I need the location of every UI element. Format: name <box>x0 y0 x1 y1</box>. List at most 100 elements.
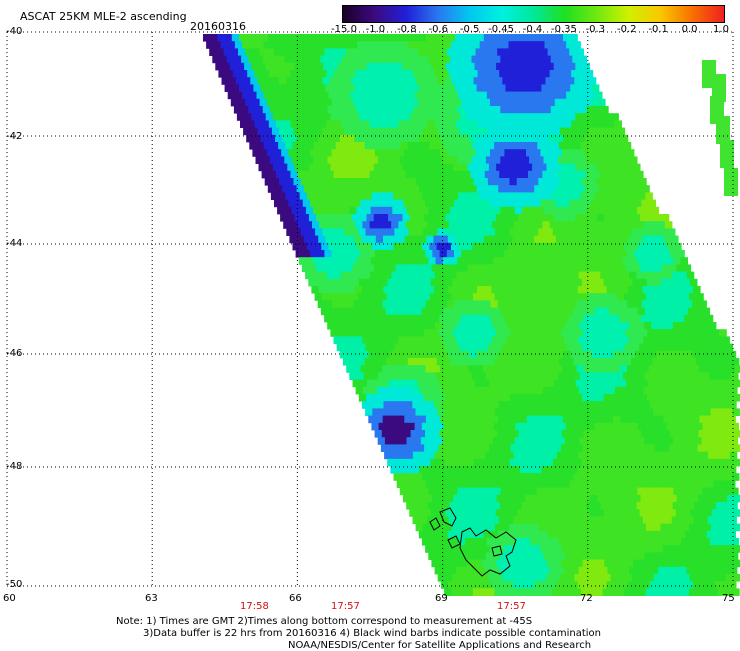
swath-cell <box>345 314 354 323</box>
swath-cell <box>236 62 245 71</box>
swath-cell <box>416 62 425 71</box>
swath-cell <box>413 437 422 445</box>
swath-cell <box>456 451 464 460</box>
swath-cell <box>395 379 404 388</box>
swath-cell <box>677 250 685 258</box>
swath-cell <box>625 214 634 222</box>
swath-cell <box>716 372 725 380</box>
swath-cell <box>479 307 487 316</box>
swath-cell <box>450 41 459 49</box>
swath-cell <box>342 257 350 265</box>
swath-cell <box>392 206 400 215</box>
swath-cell <box>247 70 255 78</box>
swath-cell <box>707 466 715 474</box>
swath-cell <box>428 106 436 114</box>
swath-cell <box>460 329 468 337</box>
swath-cell <box>269 55 278 64</box>
swath-cell <box>349 206 357 215</box>
swath-cell <box>351 127 359 136</box>
swath-cell <box>420 322 429 330</box>
swath-cell <box>552 458 561 467</box>
swath-cell <box>681 408 690 416</box>
swath-cell <box>708 566 716 575</box>
swath-cell <box>543 55 552 64</box>
swath-cell <box>604 214 612 222</box>
swath-cell <box>218 70 226 78</box>
swath-cell <box>609 588 618 596</box>
swath-cell <box>528 70 536 78</box>
swath-cell <box>665 322 674 330</box>
swath-cell <box>493 552 501 560</box>
swath-cell <box>449 55 458 64</box>
swath-cell <box>306 242 315 251</box>
swath-cell <box>231 34 240 42</box>
swath-cell <box>631 293 639 301</box>
swath-cell <box>681 422 689 431</box>
swath-cell <box>453 264 461 272</box>
swath-cell <box>617 178 626 186</box>
swath-cell <box>270 41 279 49</box>
swath-cell <box>488 163 497 172</box>
swath-cell <box>256 142 265 150</box>
swath-cell <box>335 242 344 251</box>
swath-cell <box>541 34 549 42</box>
swath-cell <box>410 48 419 56</box>
swath-cell <box>545 458 554 467</box>
swath-cell <box>466 394 475 402</box>
swath-cell <box>645 358 653 366</box>
swath-cell <box>725 408 733 416</box>
swath-cell <box>533 48 541 56</box>
swath-cell <box>511 480 520 488</box>
swath-cell <box>530 91 538 100</box>
swath-cell <box>679 566 687 575</box>
swath-cell <box>435 437 443 445</box>
swath-cell <box>281 199 289 208</box>
swath-cell <box>501 408 510 416</box>
swath-cell <box>339 235 348 244</box>
swath-cell <box>491 185 499 193</box>
swath-cell <box>461 98 469 107</box>
swath-cell <box>587 538 596 546</box>
swath-cell <box>631 228 640 236</box>
swath-cell <box>402 329 410 337</box>
swath-cell <box>540 480 549 488</box>
swath-cell <box>579 552 588 560</box>
swath-cell <box>449 502 457 510</box>
swath-cell <box>509 293 517 301</box>
swath-cell <box>531 574 539 582</box>
swath-cell <box>429 473 438 481</box>
swath-cell <box>411 84 420 92</box>
swath-cell <box>296 134 305 143</box>
swath-cell <box>491 134 499 143</box>
swath-cell <box>452 574 460 582</box>
swath-cell <box>598 199 606 208</box>
swath-cell <box>379 293 387 301</box>
swath-cell <box>463 120 471 128</box>
swath-cell <box>581 574 590 582</box>
swath-cell <box>661 264 670 272</box>
swath-cell <box>542 386 551 395</box>
swath-cell <box>358 77 366 85</box>
swath-cell <box>548 300 556 308</box>
swath-cell <box>536 106 544 114</box>
swath-cell <box>516 408 524 416</box>
swath-cell <box>634 199 642 208</box>
swath-cell <box>335 192 344 200</box>
swath-cell <box>365 77 374 85</box>
swath-cell <box>709 372 717 380</box>
swath-cell <box>340 120 349 128</box>
swath-cell <box>373 278 381 287</box>
swath-cell <box>365 278 374 287</box>
swath-cell <box>678 286 687 294</box>
swath-cell <box>694 322 702 330</box>
swath-cell <box>636 437 645 445</box>
swath-cell <box>628 286 636 294</box>
swath-cell <box>472 473 481 481</box>
swath-cell <box>651 437 659 445</box>
swath-cell <box>707 401 716 409</box>
swath-cell <box>335 307 343 316</box>
swath-cell <box>515 487 523 496</box>
swath-cell <box>487 293 495 301</box>
swath-cell <box>611 214 619 222</box>
swath-cell <box>574 178 582 186</box>
